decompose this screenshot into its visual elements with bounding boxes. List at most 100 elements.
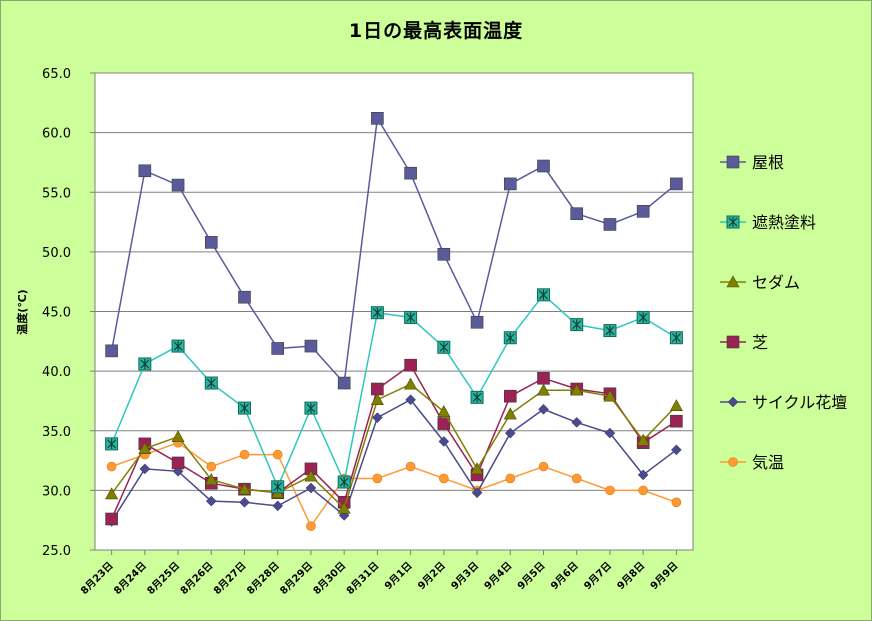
series-point [570,207,584,221]
series-point [726,275,740,288]
series-point [437,340,451,354]
point-star [173,341,183,352]
series-point [571,473,582,484]
series-point [271,480,285,494]
series-point [669,331,683,345]
series-point [238,290,251,304]
series-point [138,357,152,371]
point-star [240,403,249,414]
point-star [638,312,648,323]
series-point [204,236,218,249]
point-star [572,319,582,330]
point-star [373,307,382,318]
y-tick-label: 55.0 [42,186,71,201]
y-tick-label: 65.0 [42,67,71,82]
y-tick-label: 50.0 [42,246,71,261]
legend-label: セダム [752,273,800,292]
series-point [272,449,283,460]
series-point [538,461,549,472]
series-point [726,335,740,349]
series-point [105,487,119,500]
series-point [671,444,682,456]
point-star [439,342,449,353]
series-point [372,473,383,484]
y-tick-label: 30.0 [42,484,71,499]
series-point [537,288,550,302]
x-tick-label: 8月29日 [278,560,315,597]
series-point [605,485,615,496]
y-axis-ticks: 25.0 30.0 35.0 40.0 45.0 50.0 55.0 60.0 65.0 [42,67,95,559]
x-tick-label: 8月24日 [112,560,149,597]
series-point [105,437,119,451]
legend-item-3: セダム [720,273,800,292]
series-point [204,376,218,390]
series-group [105,112,683,531]
y-tick-label: 60.0 [42,127,71,142]
point-star [140,358,150,369]
point-star [539,289,548,300]
legend-label: 芝 [752,333,768,352]
series-point [337,501,351,514]
y-tick-label: 35.0 [42,425,71,440]
point-star [339,477,349,488]
series-point [306,521,316,531]
legend-label: 屋根 [752,153,784,172]
series-point [571,417,583,428]
legend-item-6: 気温 [720,453,784,472]
series-point [205,495,217,507]
series-point [503,331,517,345]
point-star [107,438,116,449]
point-star [672,332,681,343]
series-point [106,461,117,472]
series-point [638,485,648,496]
series-point [537,159,550,173]
x-tick-label: 9月4日 [482,560,514,592]
series-point [405,461,416,472]
series-point [471,487,483,499]
x-axis-ticks: 8月23日8月24日8月25日8月26日8月27日8月28日8月29日8月30日… [78,550,681,597]
series-point [671,497,682,508]
series-point [503,389,517,403]
series-point [404,358,417,372]
x-tick-label: 8月27日 [211,560,248,597]
series-point [138,164,152,178]
x-tick-label: 8月31日 [344,560,381,597]
y-tick-label: 45.0 [42,306,71,321]
series-point [603,218,617,231]
series-6 [106,437,682,531]
series-point [272,500,284,512]
legend-label: 気温 [752,453,784,472]
point-star [306,403,316,414]
series-point [437,247,451,261]
series-point [470,315,484,329]
series-point [239,496,250,508]
y-tick-label: 25.0 [42,544,71,559]
series-point [726,155,740,169]
series-point [171,456,185,470]
series-point [105,344,118,358]
legend-item-4: 芝 [720,333,768,352]
series-point [636,205,650,218]
series-point [271,342,285,355]
series-point [405,394,416,406]
series-point [105,512,118,526]
series-line [111,441,677,528]
series-point [370,306,384,320]
x-tick-label: 9月6日 [548,560,580,592]
x-tick-label: 8月23日 [78,560,115,597]
series-point [304,401,318,415]
series-point [570,318,584,332]
series-point [139,463,151,475]
series-point [304,469,318,482]
point-star [206,378,216,389]
series-point [503,407,517,420]
series-point [505,473,516,484]
series-point [337,376,351,390]
series-point [370,393,384,406]
series-point [437,417,451,430]
series-point [603,389,617,402]
series-point [670,414,683,428]
series-point [239,449,250,460]
